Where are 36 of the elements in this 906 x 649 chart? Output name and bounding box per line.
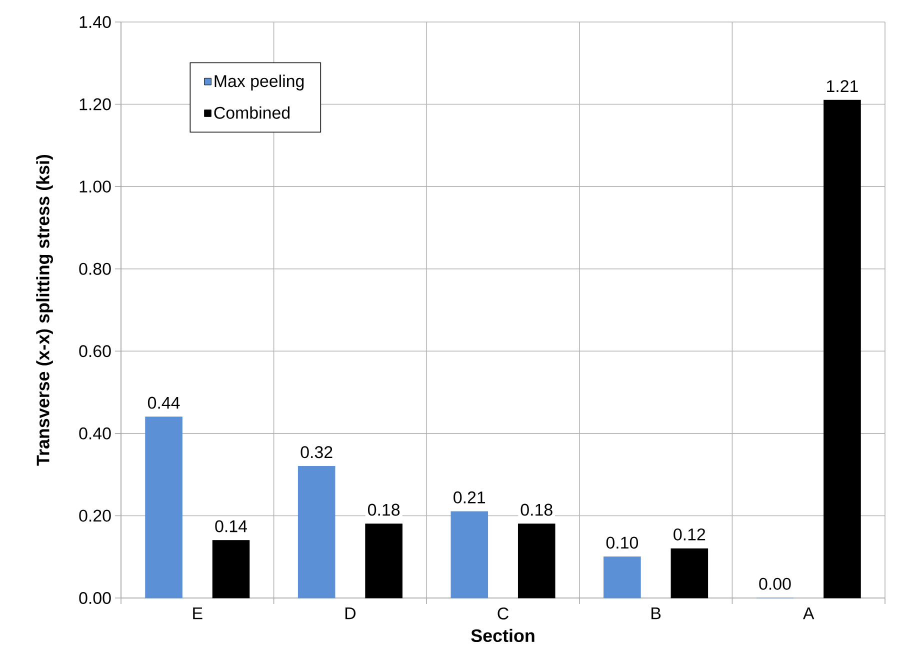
y-tick-label: 1.20 [80,98,111,110]
data-label: 0.00 [759,578,791,590]
data-label: 0.10 [606,536,638,549]
data-label: 0.12 [674,528,706,540]
y-tick-label: 0.20 [79,510,111,522]
bar [145,416,182,598]
data-label: 0.18 [520,504,552,516]
bar [212,540,250,598]
y-tick-label: 1.40 [80,16,111,28]
x-tick-label: C [498,607,508,620]
y-axis-title: Transverse (x-x) splitting stress (ksi) [36,154,53,466]
data-label: 0.21 [454,491,486,504]
bar [518,524,556,598]
x-tick-label: B [652,607,661,620]
bar [365,524,402,598]
y-tick-label: 0.00 [79,592,111,604]
bar [604,556,641,598]
data-label: 0.44 [148,396,180,409]
y-tick-label: 0.80 [79,262,111,275]
bar [298,466,336,598]
legend-label: Combined [214,106,290,119]
data-label: 1.21 [827,80,858,92]
x-tick-label: A [802,607,814,620]
data-label: 0.32 [300,446,332,458]
legend-label: Max peeling [214,74,304,90]
data-label: 0.14 [215,520,247,532]
y-tick-label: 0.60 [79,345,111,358]
y-tick-label: 1.00 [80,180,111,193]
x-axis-title: Section [471,628,534,642]
bar [824,100,861,598]
bar [670,548,708,598]
x-tick-label: D [345,607,356,620]
x-tick-label: E [193,607,202,620]
y-tick-label: 0.40 [79,427,111,440]
data-label: 0.18 [368,504,400,516]
bar [450,511,488,598]
